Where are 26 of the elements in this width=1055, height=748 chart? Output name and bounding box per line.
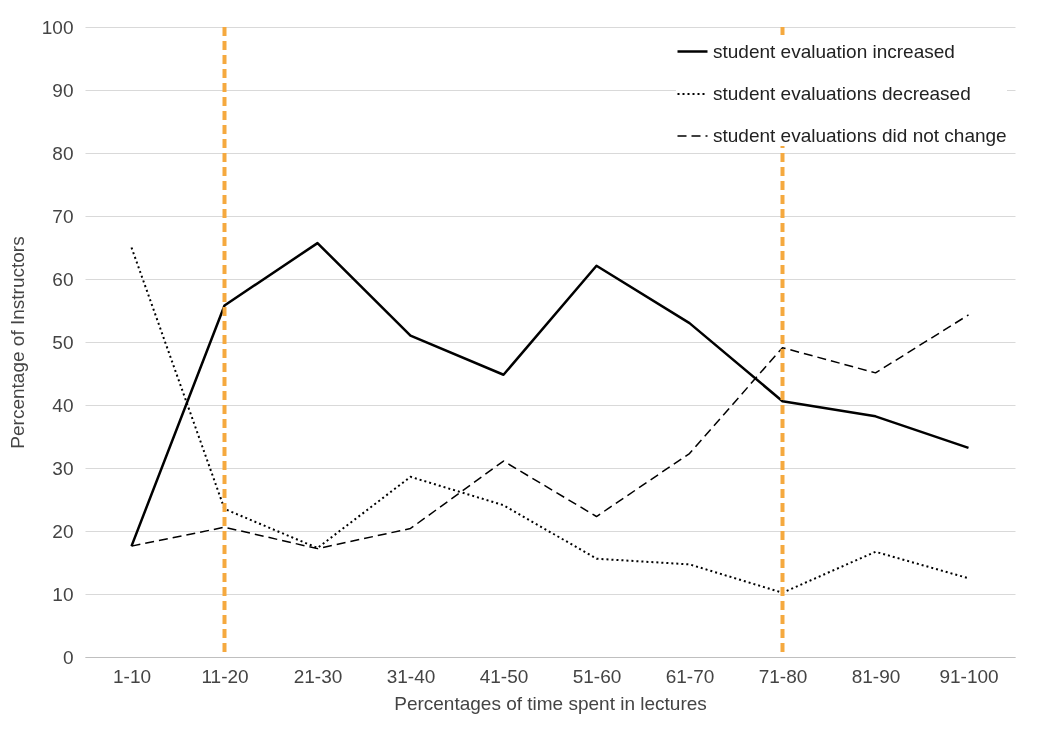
- x-tick-label: 11-20: [201, 665, 249, 687]
- x-tick-label: 61-70: [665, 665, 715, 687]
- x-tick-label: 51-60: [572, 665, 622, 687]
- x-tick-label: 71-80: [758, 665, 808, 687]
- y-tick-label: 0: [62, 646, 74, 668]
- y-tick-label: 30: [52, 457, 74, 479]
- y-tick-label: 60: [52, 268, 74, 290]
- x-tick-label: 21-30: [293, 665, 343, 687]
- x-tick-label: 91-100: [939, 665, 999, 687]
- x-tick-label: 81-90: [851, 665, 901, 687]
- y-tick-label: 90: [52, 79, 74, 101]
- x-axis-title: Percentages of time spent in lectures: [394, 692, 707, 714]
- y-tick-label: 70: [52, 205, 74, 227]
- x-tick-label: 1-10: [112, 665, 152, 687]
- x-tick-label: 41-50: [479, 665, 529, 687]
- y-tick-label: 50: [52, 331, 74, 353]
- y-axis-title: Percentage of Instructors: [6, 236, 28, 449]
- y-tick-label: 20: [52, 520, 74, 542]
- x-tick-label: 31-40: [386, 665, 436, 687]
- y-tick-label: 100: [41, 16, 74, 38]
- legend-label: student evaluations decreased: [713, 83, 971, 104]
- y-tick-label: 40: [52, 394, 74, 416]
- y-tick-label: 10: [52, 583, 74, 605]
- y-tick-label: 80: [52, 142, 74, 164]
- legend-label: student evaluations did not change: [713, 125, 1007, 146]
- legend-label: student evaluation increased: [713, 40, 955, 62]
